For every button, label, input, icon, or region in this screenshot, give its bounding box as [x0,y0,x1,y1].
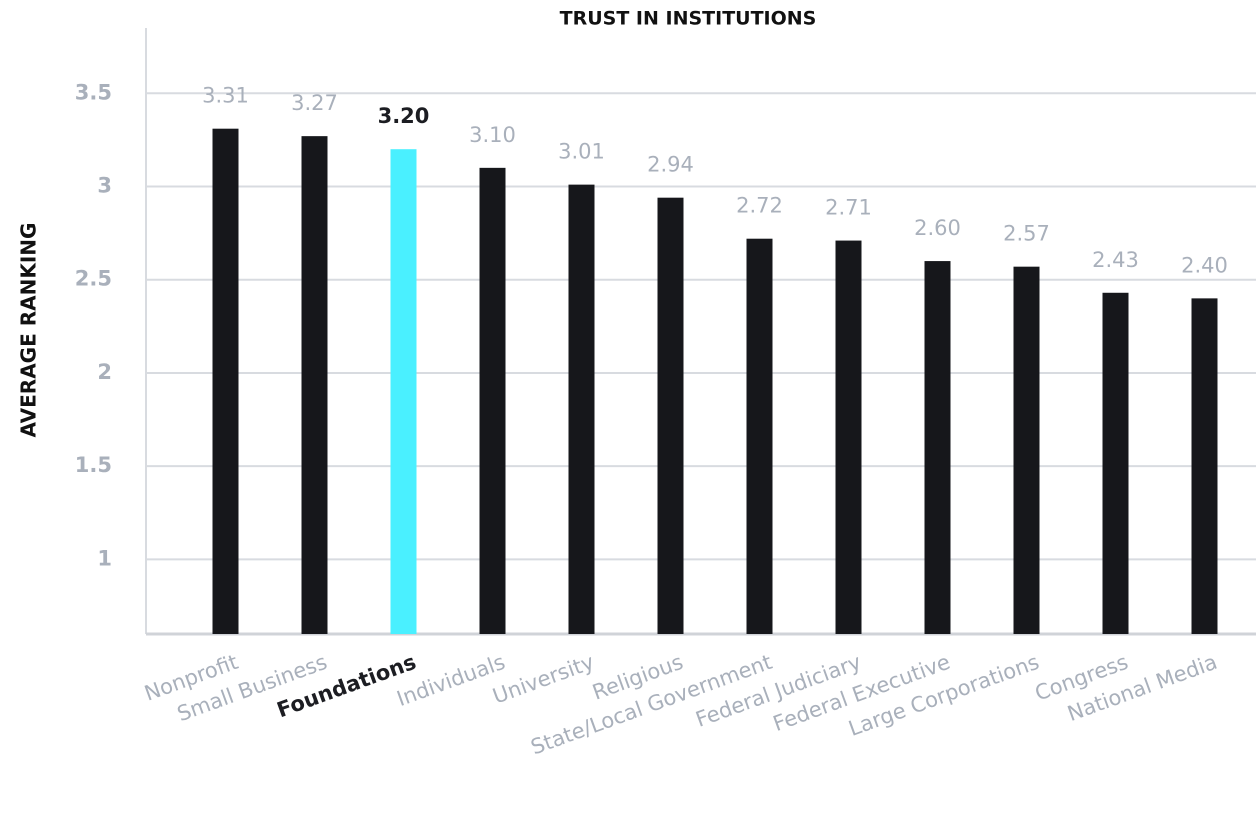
value-label: 2.60 [914,216,961,240]
value-label: 2.43 [1092,248,1139,272]
bar [390,149,417,634]
bar [568,184,595,634]
bar [479,167,506,634]
chart-title: TRUST IN INSTITUTIONS [560,8,817,30]
y-axis-label: AVERAGE RANKING [17,223,41,438]
value-label: 2.72 [736,194,783,218]
bar [1102,292,1129,634]
bar [835,240,862,634]
value-label: 2.57 [1003,222,1050,246]
bar [746,238,773,634]
bar [1013,266,1040,634]
y-tick-label: 3.5 [75,80,112,104]
value-label: 3.01 [558,140,605,164]
y-tick-label: 1 [97,546,112,570]
value-label: 2.40 [1181,253,1228,277]
bar [301,136,328,634]
y-tick-label: 2.5 [75,267,112,291]
value-label: 3.27 [291,91,338,115]
value-label: 2.71 [825,196,872,220]
y-tick-label: 1.5 [75,453,112,477]
bar [657,197,684,634]
y-tick-label: 3 [97,173,112,197]
value-label: 2.94 [647,153,694,177]
value-label: 3.31 [202,84,249,108]
value-label: 3.20 [378,104,430,128]
bar [1191,298,1218,634]
y-tick-label: 2 [97,360,112,384]
bar [212,128,239,635]
bar [924,261,951,634]
x-tick-label: University [490,650,598,709]
value-label: 3.10 [469,123,516,147]
